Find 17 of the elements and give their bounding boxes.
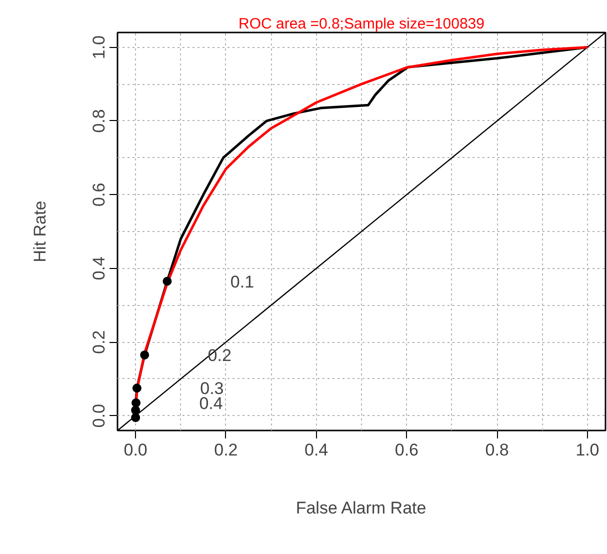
y-tick-label: 1.0 [90, 35, 108, 60]
annotation: 0.2 [208, 346, 232, 365]
y-tick-label: 0.4 [90, 256, 108, 280]
x-tick-label: 0.0 [124, 440, 148, 460]
x-tick-label: 0.4 [304, 440, 328, 460]
x-tick-label: 1.0 [576, 440, 600, 460]
y-tick-label: 0.8 [90, 109, 108, 133]
x-tick-label: 0.6 [394, 440, 419, 460]
chart-title: ROC area =0.8;Sample size=100839 [238, 16, 484, 32]
annotation: 0.1 [230, 272, 254, 292]
x-tick-label: 0.8 [485, 440, 509, 460]
y-tick-label: 0.6 [90, 182, 108, 206]
x-axis-title: False Alarm Rate [296, 498, 426, 518]
y-tick-label: 0.0 [90, 404, 108, 428]
y-axis-title: Hit Rate [30, 200, 50, 262]
x-tick-label: 0.2 [214, 440, 238, 460]
y-tick-label: 0.2 [90, 330, 108, 354]
